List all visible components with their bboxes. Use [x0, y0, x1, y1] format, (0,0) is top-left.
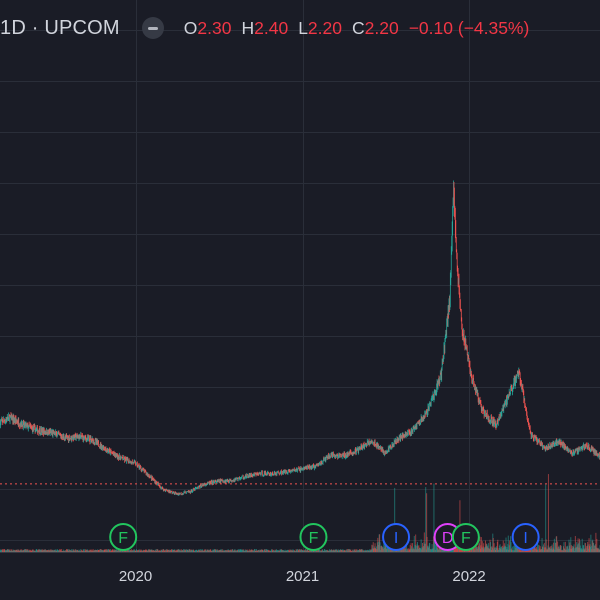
low-value: 2.20	[307, 17, 342, 38]
low-label: L	[298, 17, 308, 38]
x-tick-label: 2021	[286, 568, 319, 585]
open-value: 2.30	[197, 17, 232, 38]
chart-grid	[0, 0, 600, 553]
event-circle	[451, 523, 480, 551]
high-label: H	[241, 17, 255, 38]
financials-event-marker[interactable]: F	[451, 523, 480, 551]
event-circle	[109, 523, 138, 551]
financials-event-marker[interactable]: F	[299, 523, 328, 551]
close-label: C	[351, 17, 365, 38]
event-circle	[382, 523, 411, 551]
event-label: I	[523, 530, 527, 547]
ipo-event-marker[interactable]: I	[382, 523, 411, 551]
event-label: I	[394, 530, 398, 547]
event-label: F	[461, 530, 471, 547]
price-series	[0, 180, 600, 496]
event-label: F	[309, 530, 319, 547]
ohlc-values: O 2.30 H 2.40 L 2.20 C 2.20 −0.10 (−4.35…	[184, 18, 530, 39]
event-label: D	[442, 530, 454, 547]
symbol-legend: 1D · UPCOM O 2.30 H 2.40 L 2.20 C 2.20 −…	[0, 14, 529, 42]
minus-icon	[147, 26, 158, 30]
event-circle	[299, 523, 328, 551]
open-label: O	[183, 17, 198, 38]
financials-event-marker[interactable]: F	[109, 523, 138, 551]
time-axis: 2020 2021 2022	[119, 568, 486, 585]
event-circle	[511, 523, 540, 551]
x-tick-label: 2022	[452, 568, 485, 585]
high-value: 2.40	[254, 17, 289, 38]
event-label: F	[118, 530, 128, 547]
ipo-event-marker[interactable]: I	[511, 523, 540, 551]
collapse-legend-button[interactable]	[141, 17, 164, 39]
symbol-exchange-title: 1D · UPCOM	[0, 16, 120, 39]
close-value: 2.20	[364, 17, 399, 38]
price-change: −0.10 (−4.35%)	[408, 17, 530, 38]
x-tick-label: 2020	[119, 568, 152, 585]
